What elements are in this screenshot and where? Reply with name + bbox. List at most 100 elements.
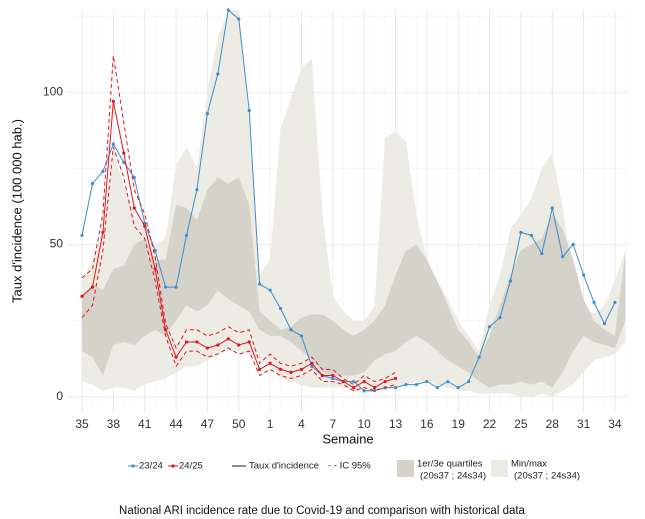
- legend-label: Taux d'incidence: [249, 461, 319, 472]
- point: [164, 285, 168, 289]
- x-tick-label: 19: [452, 417, 466, 431]
- x-tick-label: 44: [169, 417, 183, 431]
- bands: [82, 10, 626, 397]
- point: [132, 175, 136, 180]
- point: [341, 379, 345, 384]
- point: [425, 379, 429, 384]
- point: [373, 389, 377, 393]
- legend-label: - - IC 95%: [328, 461, 371, 472]
- legend-label: Min/max: [511, 459, 547, 470]
- x-tick-label: 25: [514, 417, 528, 431]
- point: [258, 367, 262, 371]
- point: [435, 386, 439, 390]
- point: [320, 373, 324, 378]
- y-axis-title: Taux d'incidence (100 000 hab.): [9, 119, 24, 303]
- point: [299, 367, 304, 371]
- x-tick-label: 13: [389, 417, 403, 431]
- point: [226, 8, 230, 12]
- point: [362, 379, 366, 384]
- legend-label: (20s37 ; 24s34): [514, 471, 580, 482]
- point: [101, 230, 105, 234]
- point: [258, 282, 262, 286]
- point: [352, 379, 356, 384]
- x-tick-label: 4: [298, 417, 305, 431]
- point: [331, 376, 335, 381]
- point: [393, 386, 398, 390]
- point: [540, 252, 544, 256]
- point: [226, 337, 230, 341]
- point: [467, 379, 471, 384]
- point: [247, 340, 251, 344]
- x-tick-label: 16: [420, 417, 434, 431]
- point: [414, 382, 418, 387]
- x-tick-label: 1: [267, 417, 274, 431]
- point: [456, 386, 460, 390]
- x-tick-label: 34: [608, 417, 622, 431]
- point: [404, 382, 408, 387]
- point: [174, 285, 178, 289]
- point: [613, 300, 617, 304]
- point: [174, 355, 178, 359]
- point: [446, 379, 450, 384]
- legend-label: 24/25: [179, 461, 203, 472]
- point: [216, 72, 220, 76]
- point: [383, 379, 387, 384]
- point: [132, 206, 136, 210]
- ci-line: [81, 55, 396, 386]
- x-tick-label: 31: [577, 417, 591, 431]
- point: [529, 233, 533, 237]
- x-tick-label: 28: [546, 417, 560, 431]
- point: [143, 224, 147, 228]
- point: [268, 288, 272, 292]
- point: [477, 355, 481, 359]
- point: [247, 108, 251, 113]
- point: [164, 328, 168, 332]
- legend-swatch: [491, 460, 508, 477]
- point: [184, 340, 189, 344]
- point: [602, 322, 607, 326]
- point: [582, 273, 586, 277]
- y-tick-label: 100: [43, 84, 63, 98]
- point: [519, 230, 523, 234]
- point: [80, 294, 84, 298]
- point: [184, 233, 189, 237]
- point: [122, 151, 126, 155]
- legend-dot: [131, 464, 135, 468]
- series-line: [81, 9, 616, 392]
- point: [487, 325, 492, 329]
- point: [592, 300, 596, 304]
- band: [82, 10, 626, 397]
- point: [268, 361, 272, 365]
- point: [153, 248, 157, 253]
- x-tick-label: 7: [329, 417, 336, 431]
- x-tick-label: 38: [107, 417, 121, 431]
- x-tick-label: 35: [75, 417, 89, 431]
- point: [195, 340, 199, 344]
- point: [352, 386, 356, 390]
- x-tick-label: 22: [483, 417, 497, 431]
- legend-label: 1er/3e quartiles: [417, 459, 483, 470]
- point: [508, 279, 513, 283]
- point: [111, 142, 115, 146]
- point: [561, 255, 565, 259]
- x-tick-label: 10: [357, 417, 371, 431]
- point: [550, 206, 554, 210]
- x-axis-title: Semaine: [322, 431, 373, 446]
- point: [122, 160, 126, 164]
- point: [237, 343, 241, 347]
- legend-label: (20s37 ; 24s34): [420, 471, 486, 482]
- y-tick-label: 0: [56, 389, 63, 403]
- point: [90, 285, 95, 289]
- lines: [80, 8, 617, 393]
- point: [111, 99, 115, 103]
- point: [289, 370, 293, 375]
- point: [153, 267, 157, 271]
- x-tick-label: 50: [232, 417, 246, 431]
- point: [205, 111, 209, 116]
- legend-dot: [171, 464, 175, 468]
- point: [299, 334, 304, 338]
- point: [310, 361, 314, 365]
- point: [237, 17, 241, 21]
- point: [216, 343, 220, 347]
- point: [289, 328, 293, 332]
